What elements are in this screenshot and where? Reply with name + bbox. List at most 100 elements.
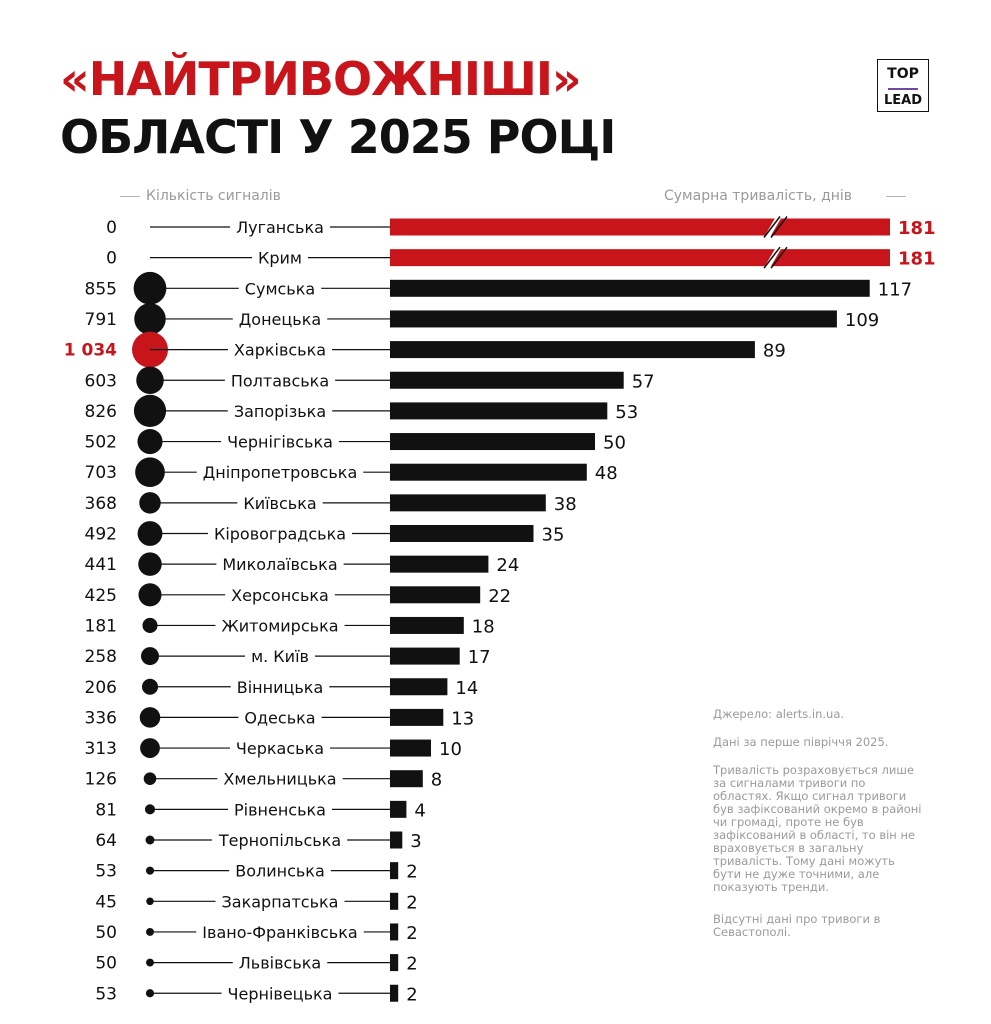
duration-bar xyxy=(390,647,460,665)
region-label: Донецька xyxy=(239,310,321,329)
duration-bar xyxy=(390,708,444,726)
axis-break-mark xyxy=(763,246,781,269)
region-label: Крим xyxy=(258,249,302,268)
signals-header: Кількість сигналів xyxy=(146,188,281,204)
duration-bar xyxy=(390,923,399,941)
region-label: Чернівецька xyxy=(228,984,333,1003)
region-label: Хмельницька xyxy=(223,770,336,789)
signal-count-label: 53 xyxy=(95,984,117,1004)
duration-value-label: 24 xyxy=(496,555,519,576)
duration-value-label: 18 xyxy=(472,616,495,637)
duration-bar xyxy=(390,279,870,297)
duration-bar xyxy=(390,218,890,236)
duration-value-label: 57 xyxy=(632,371,655,392)
signal-count-label: 0 xyxy=(106,218,117,238)
duration-value-label: 89 xyxy=(763,341,786,362)
duration-bar xyxy=(390,862,399,880)
logo-top-text: TOP xyxy=(887,66,919,82)
duration-value-label: 4 xyxy=(414,800,425,821)
signal-count-label: 53 xyxy=(95,862,117,882)
duration-value-label: 2 xyxy=(406,984,417,1005)
region-label: Київська xyxy=(243,494,316,513)
duration-value-label: 181 xyxy=(898,249,936,270)
region-label: Чернігівська xyxy=(227,433,333,452)
duration-value-label: 2 xyxy=(406,892,417,913)
signal-count-label: 64 xyxy=(95,831,117,851)
duration-bar xyxy=(390,371,624,389)
signal-count-label: 441 xyxy=(85,555,117,575)
duration-value-label: 22 xyxy=(488,586,511,607)
axis-break-mark xyxy=(770,246,788,269)
duration-bar xyxy=(390,800,407,818)
duration-value-label: 35 xyxy=(542,525,565,546)
region-label: Запорізька xyxy=(234,402,326,421)
signal-count-label: 126 xyxy=(85,770,117,790)
method-note: Тривалість розраховується лише за сигнал… xyxy=(713,763,922,894)
duration-bar xyxy=(390,616,464,634)
duration-value-label: 14 xyxy=(455,678,478,699)
region-label: Івано-Франківська xyxy=(202,923,357,942)
signal-count-label: 603 xyxy=(85,371,117,391)
region-label: Волинська xyxy=(235,862,325,881)
duration-header: Сумарна тривалість, днів xyxy=(664,188,853,204)
logo-bottom-text: LEAD xyxy=(883,93,923,108)
duration-bar xyxy=(390,433,595,451)
duration-value-label: 109 xyxy=(845,310,879,331)
signal-count-label: 336 xyxy=(85,708,117,728)
duration-value-label: 48 xyxy=(595,463,618,484)
duration-bar xyxy=(390,463,587,481)
signal-count-label: 492 xyxy=(85,525,117,545)
region-label: Львівська xyxy=(239,954,321,973)
region-label: Тернопільська xyxy=(218,831,341,850)
duration-value-label: 10 xyxy=(439,739,462,760)
signal-count-label: 703 xyxy=(85,463,117,483)
missing-data-note: Відсутні дані про тривоги в Севастополі. xyxy=(713,912,881,939)
signal-count-label: 368 xyxy=(85,494,117,514)
duration-bar xyxy=(390,984,399,1002)
title-line-2: ОБЛАСТІ У 2025 РОЦІ xyxy=(60,110,616,164)
region-label: Харківська xyxy=(234,341,326,360)
signal-count-label: 81 xyxy=(95,800,117,820)
duration-value-label: 117 xyxy=(878,279,912,300)
duration-value-label: 13 xyxy=(451,708,474,729)
duration-bar xyxy=(390,249,890,267)
region-label: Дніпропетровська xyxy=(203,463,358,482)
duration-bar xyxy=(390,739,431,757)
signal-count-label: 826 xyxy=(85,402,117,422)
signal-count-label: 0 xyxy=(106,249,117,269)
duration-bar xyxy=(390,494,546,512)
duration-value-label: 53 xyxy=(615,402,638,423)
signal-count-label: 1 034 xyxy=(64,341,117,361)
axis-break-mark xyxy=(763,216,781,238)
period-note: Дані за перше півріччя 2025. xyxy=(713,735,889,749)
logo-divider xyxy=(888,88,918,90)
header-left-tick xyxy=(120,196,140,197)
duration-bar xyxy=(390,310,837,328)
region-label: Рівненська xyxy=(234,800,326,819)
region-label: Луганська xyxy=(236,218,324,237)
duration-bar xyxy=(390,678,448,696)
axis-break-mark xyxy=(770,216,788,238)
region-label: Житомирська xyxy=(221,616,338,635)
signal-count-label: 425 xyxy=(85,586,117,606)
duration-value-label: 50 xyxy=(603,433,626,454)
duration-value-label: 3 xyxy=(410,831,421,852)
source-note: Джерело: alerts.in.ua. xyxy=(713,707,845,721)
duration-value-label: 2 xyxy=(406,862,417,883)
duration-value-label: 181 xyxy=(898,218,936,239)
signal-count-label: 313 xyxy=(85,739,117,759)
region-label: м. Київ xyxy=(251,647,309,666)
title-line-1: «НАЙТРИВОЖНІШІ» xyxy=(60,52,582,106)
duration-value-label: 38 xyxy=(554,494,577,515)
region-label: Вінницька xyxy=(237,678,324,697)
header-right-tick xyxy=(886,196,906,197)
duration-value-label: 2 xyxy=(406,954,417,975)
signal-count-label: 258 xyxy=(85,647,117,667)
region-label: Закарпатська xyxy=(222,892,339,911)
signal-count-label: 45 xyxy=(95,892,117,912)
signal-count-label: 791 xyxy=(85,310,117,330)
region-label: Кіровоградська xyxy=(214,525,346,544)
region-label: Черкаська xyxy=(236,739,324,758)
top-lead-logo: TOP LEAD xyxy=(877,59,929,112)
